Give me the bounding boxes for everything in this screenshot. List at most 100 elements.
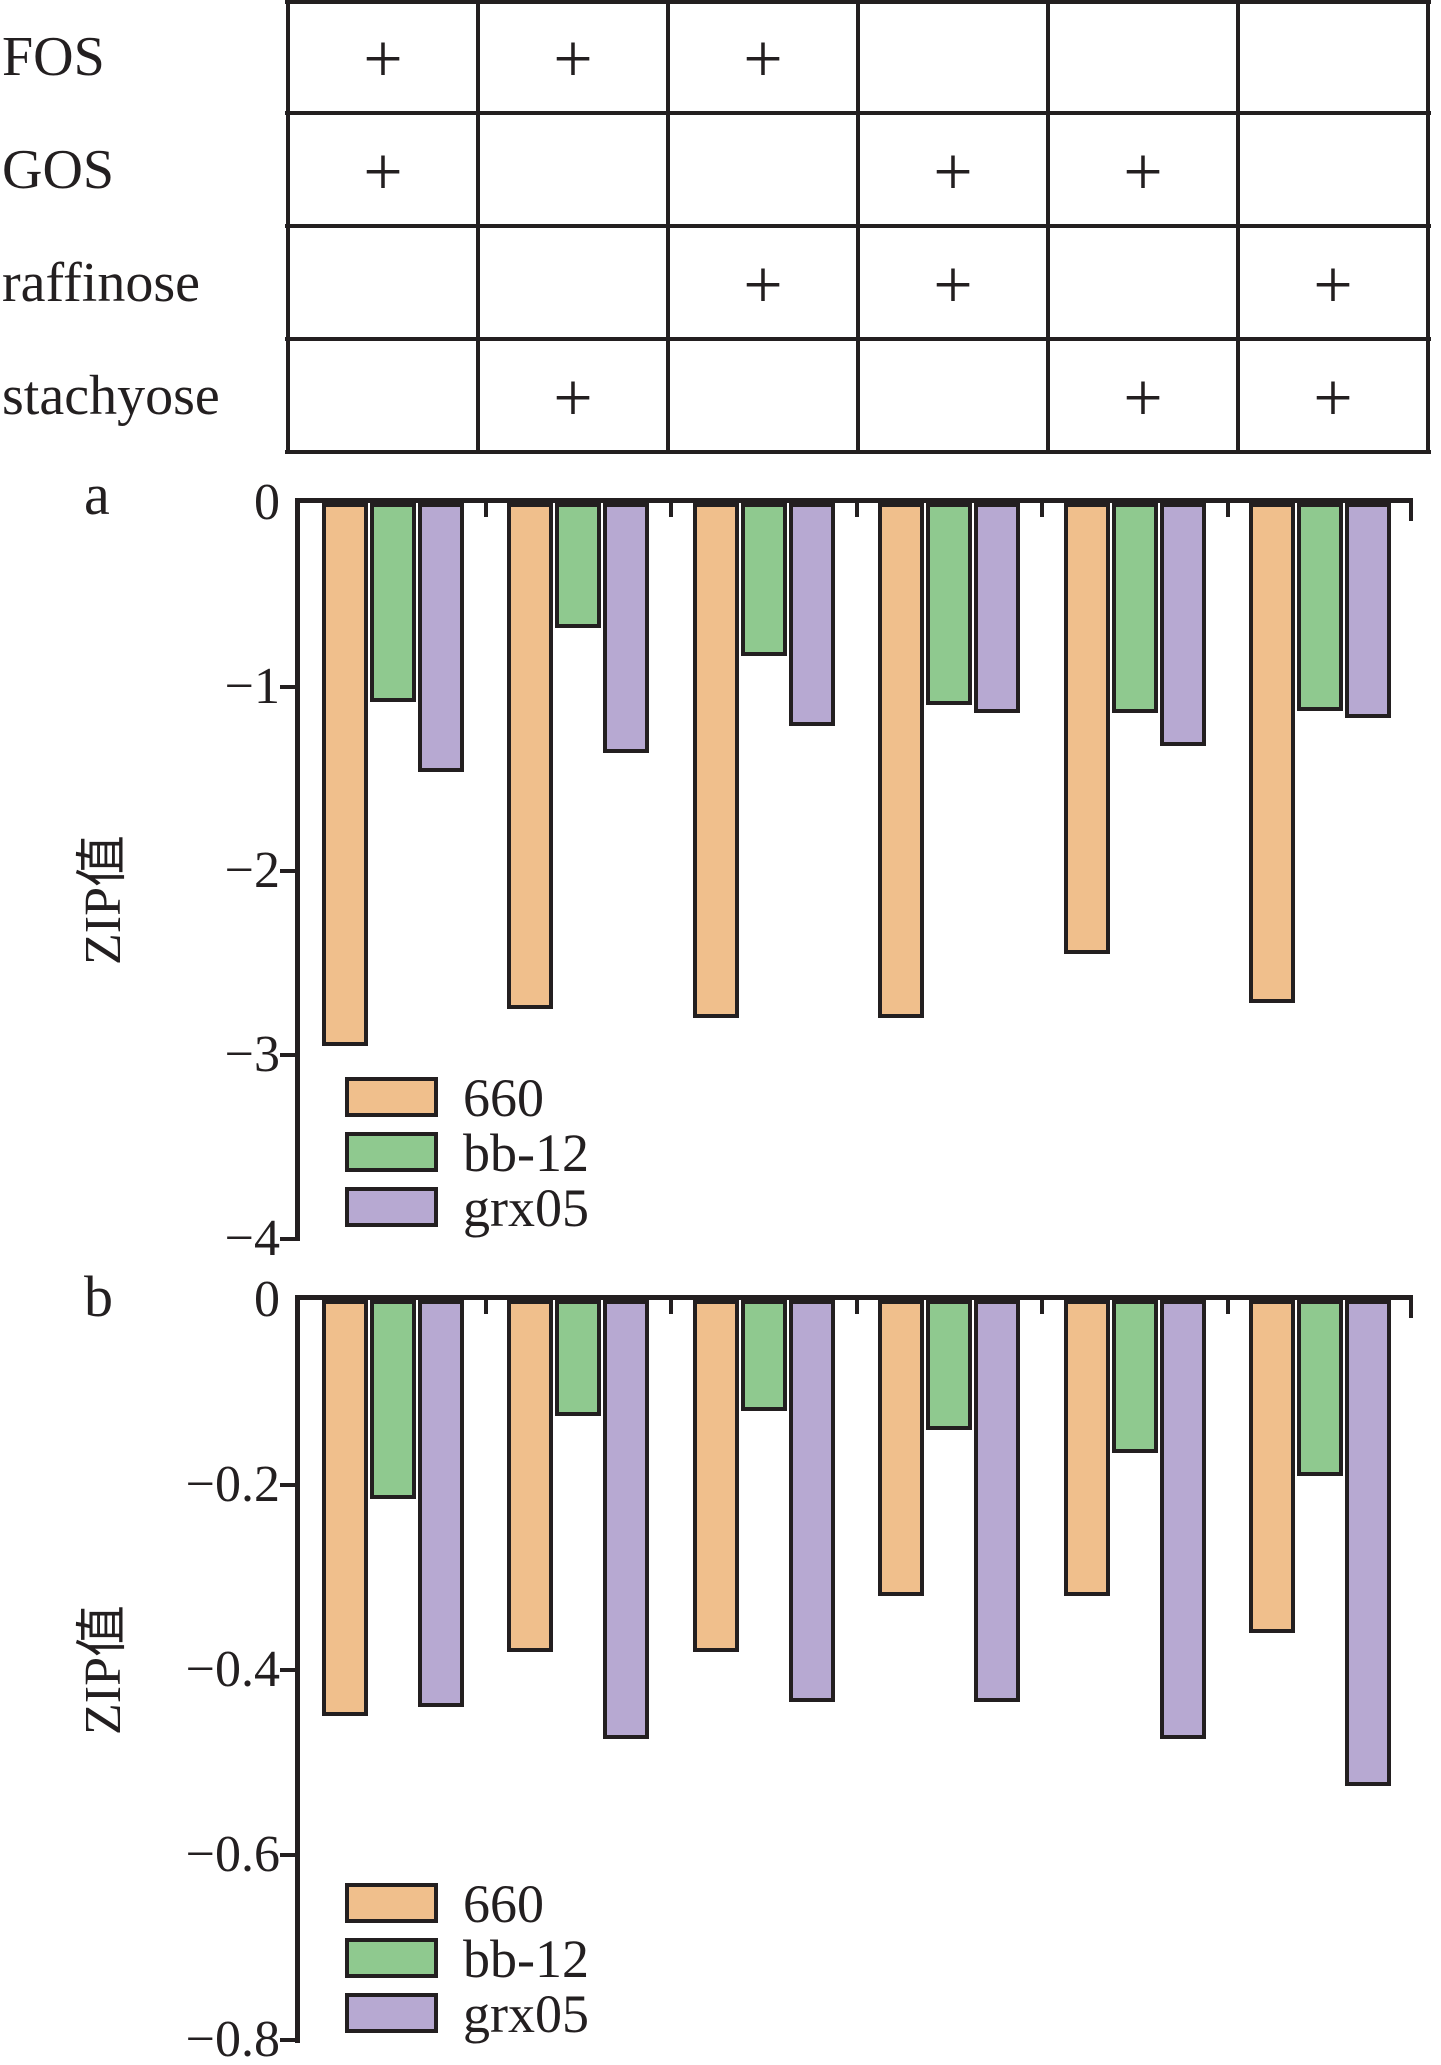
bar-grx05-group-2	[603, 503, 650, 754]
y-tick-label-b: 0	[254, 1271, 280, 1328]
y-tick-label-a: −4	[224, 1210, 280, 1267]
bar-grx05-group-4	[974, 503, 1021, 713]
y-axis-a	[295, 498, 300, 1241]
bar-grx05-group-2	[603, 1300, 650, 1740]
bar-grx05-group-5	[1159, 1300, 1206, 1740]
x-tick-boundary	[854, 503, 859, 517]
y-tick-label-a: −2	[224, 842, 280, 899]
bar-grx05-group-6	[1345, 503, 1392, 719]
table-hline	[285, 450, 1431, 454]
table-row-label-FOS: FOS	[2, 25, 105, 88]
bar-bb-12-group-6	[1297, 503, 1344, 711]
legend-label-bb-12: bb-12	[463, 1929, 589, 1989]
legend-swatch-grx05	[345, 1993, 438, 2033]
table-hline	[285, 224, 1431, 228]
plus-mark: +	[1313, 246, 1353, 324]
bar-bb-12-group-5	[1111, 1300, 1158, 1453]
bar-bb-12-group-2	[555, 1300, 602, 1416]
bar-660-group-3	[692, 503, 739, 1019]
x-tick-boundary	[1225, 1300, 1230, 1314]
table-hline	[285, 0, 1431, 4]
bar-bb-12-group-2	[555, 503, 602, 629]
plus-mark: +	[363, 20, 403, 98]
bar-bb-12-group-3	[740, 1300, 787, 1411]
bar-grx05-group-3	[788, 503, 835, 726]
y-axis-b	[295, 1295, 300, 2043]
bar-bb-12-group-5	[1111, 503, 1158, 713]
bar-bb-12-group-1	[369, 1300, 416, 1499]
plus-mark: +	[743, 20, 783, 98]
x-tick-boundary	[1040, 1300, 1044, 1314]
x-axis-end-tick-a	[1409, 503, 1413, 521]
legend-swatch-bb-12	[345, 1938, 438, 1978]
plus-mark: +	[933, 133, 973, 211]
y-tick-a	[280, 1237, 295, 1241]
panel-label-b: b	[84, 1264, 113, 1329]
bar-660-group-4	[878, 1300, 925, 1596]
legend-swatch-660	[345, 1883, 438, 1923]
bar-bb-12-group-6	[1297, 1300, 1344, 1476]
y-tick-label-b: −0.2	[185, 1456, 280, 1513]
y-tick-b	[280, 1853, 295, 1857]
bar-660-group-5	[1063, 503, 1110, 954]
legend-label-660: 660	[463, 1874, 544, 1934]
legend-label-bb-12: bb-12	[463, 1123, 589, 1183]
bar-grx05-group-1	[417, 503, 464, 772]
y-tick-label-a: −3	[224, 1026, 280, 1083]
legend-label-660: 660	[463, 1068, 544, 1128]
bar-bb-12-group-4	[926, 503, 973, 706]
legend-label-grx05: grx05	[463, 1984, 589, 2044]
plus-mark: +	[553, 20, 593, 98]
y-tick-label-a: −1	[224, 658, 280, 715]
bar-grx05-group-3	[788, 1300, 835, 1703]
bar-660-group-6	[1249, 503, 1296, 1004]
plus-mark: +	[743, 246, 783, 324]
y-tick-a	[280, 685, 295, 689]
panel-label-a: a	[84, 462, 110, 527]
bar-660-group-3	[692, 1300, 739, 1652]
bar-bb-12-group-1	[369, 503, 416, 702]
plus-mark: +	[933, 246, 973, 324]
bar-grx05-group-1	[417, 1300, 464, 1707]
table-hline	[285, 111, 1431, 115]
bar-660-group-5	[1063, 1300, 1110, 1596]
bar-grx05-group-6	[1345, 1300, 1392, 1786]
plus-mark: +	[363, 133, 403, 211]
table-row-label-stachyose: stachyose	[2, 364, 220, 427]
y-tick-b	[280, 1483, 295, 1487]
x-tick-boundary	[1040, 503, 1044, 517]
plus-mark: +	[1313, 359, 1353, 437]
table-row-label-raffinose: raffinose	[2, 251, 200, 314]
table-hline	[285, 337, 1431, 341]
y-tick-label-a: 0	[254, 474, 280, 531]
legend-label-grx05: grx05	[463, 1178, 589, 1238]
bar-660-group-4	[878, 503, 925, 1019]
y-tick-label-b: −0.8	[185, 2011, 280, 2065]
x-tick-boundary	[669, 503, 673, 517]
y-tick-a	[280, 1053, 295, 1057]
x-tick-boundary	[483, 503, 488, 517]
bar-660-group-6	[1249, 1300, 1296, 1633]
plus-mark: +	[553, 359, 593, 437]
bar-bb-12-group-4	[926, 1300, 973, 1430]
y-tick-label-b: −0.6	[185, 1826, 280, 1883]
y-tick-b	[280, 2038, 295, 2042]
bar-660-group-2	[507, 503, 554, 1009]
x-axis-a	[295, 498, 1413, 503]
bar-660-group-1	[321, 1300, 368, 1717]
y-tick-a	[280, 869, 295, 873]
bar-660-group-2	[507, 1300, 554, 1652]
plus-mark: +	[1123, 133, 1163, 211]
bar-grx05-group-5	[1159, 503, 1206, 746]
x-axis-end-tick-b	[1409, 1300, 1413, 1318]
legend-swatch-660	[345, 1077, 438, 1117]
bar-bb-12-group-3	[740, 503, 787, 656]
x-tick-boundary	[669, 1300, 673, 1314]
x-tick-boundary	[854, 1300, 859, 1314]
bar-grx05-group-4	[974, 1300, 1021, 1703]
x-axis-b	[295, 1295, 1413, 1300]
y-tick-b	[280, 1668, 295, 1672]
x-tick-boundary	[483, 1300, 488, 1314]
x-tick-boundary	[1225, 503, 1230, 517]
